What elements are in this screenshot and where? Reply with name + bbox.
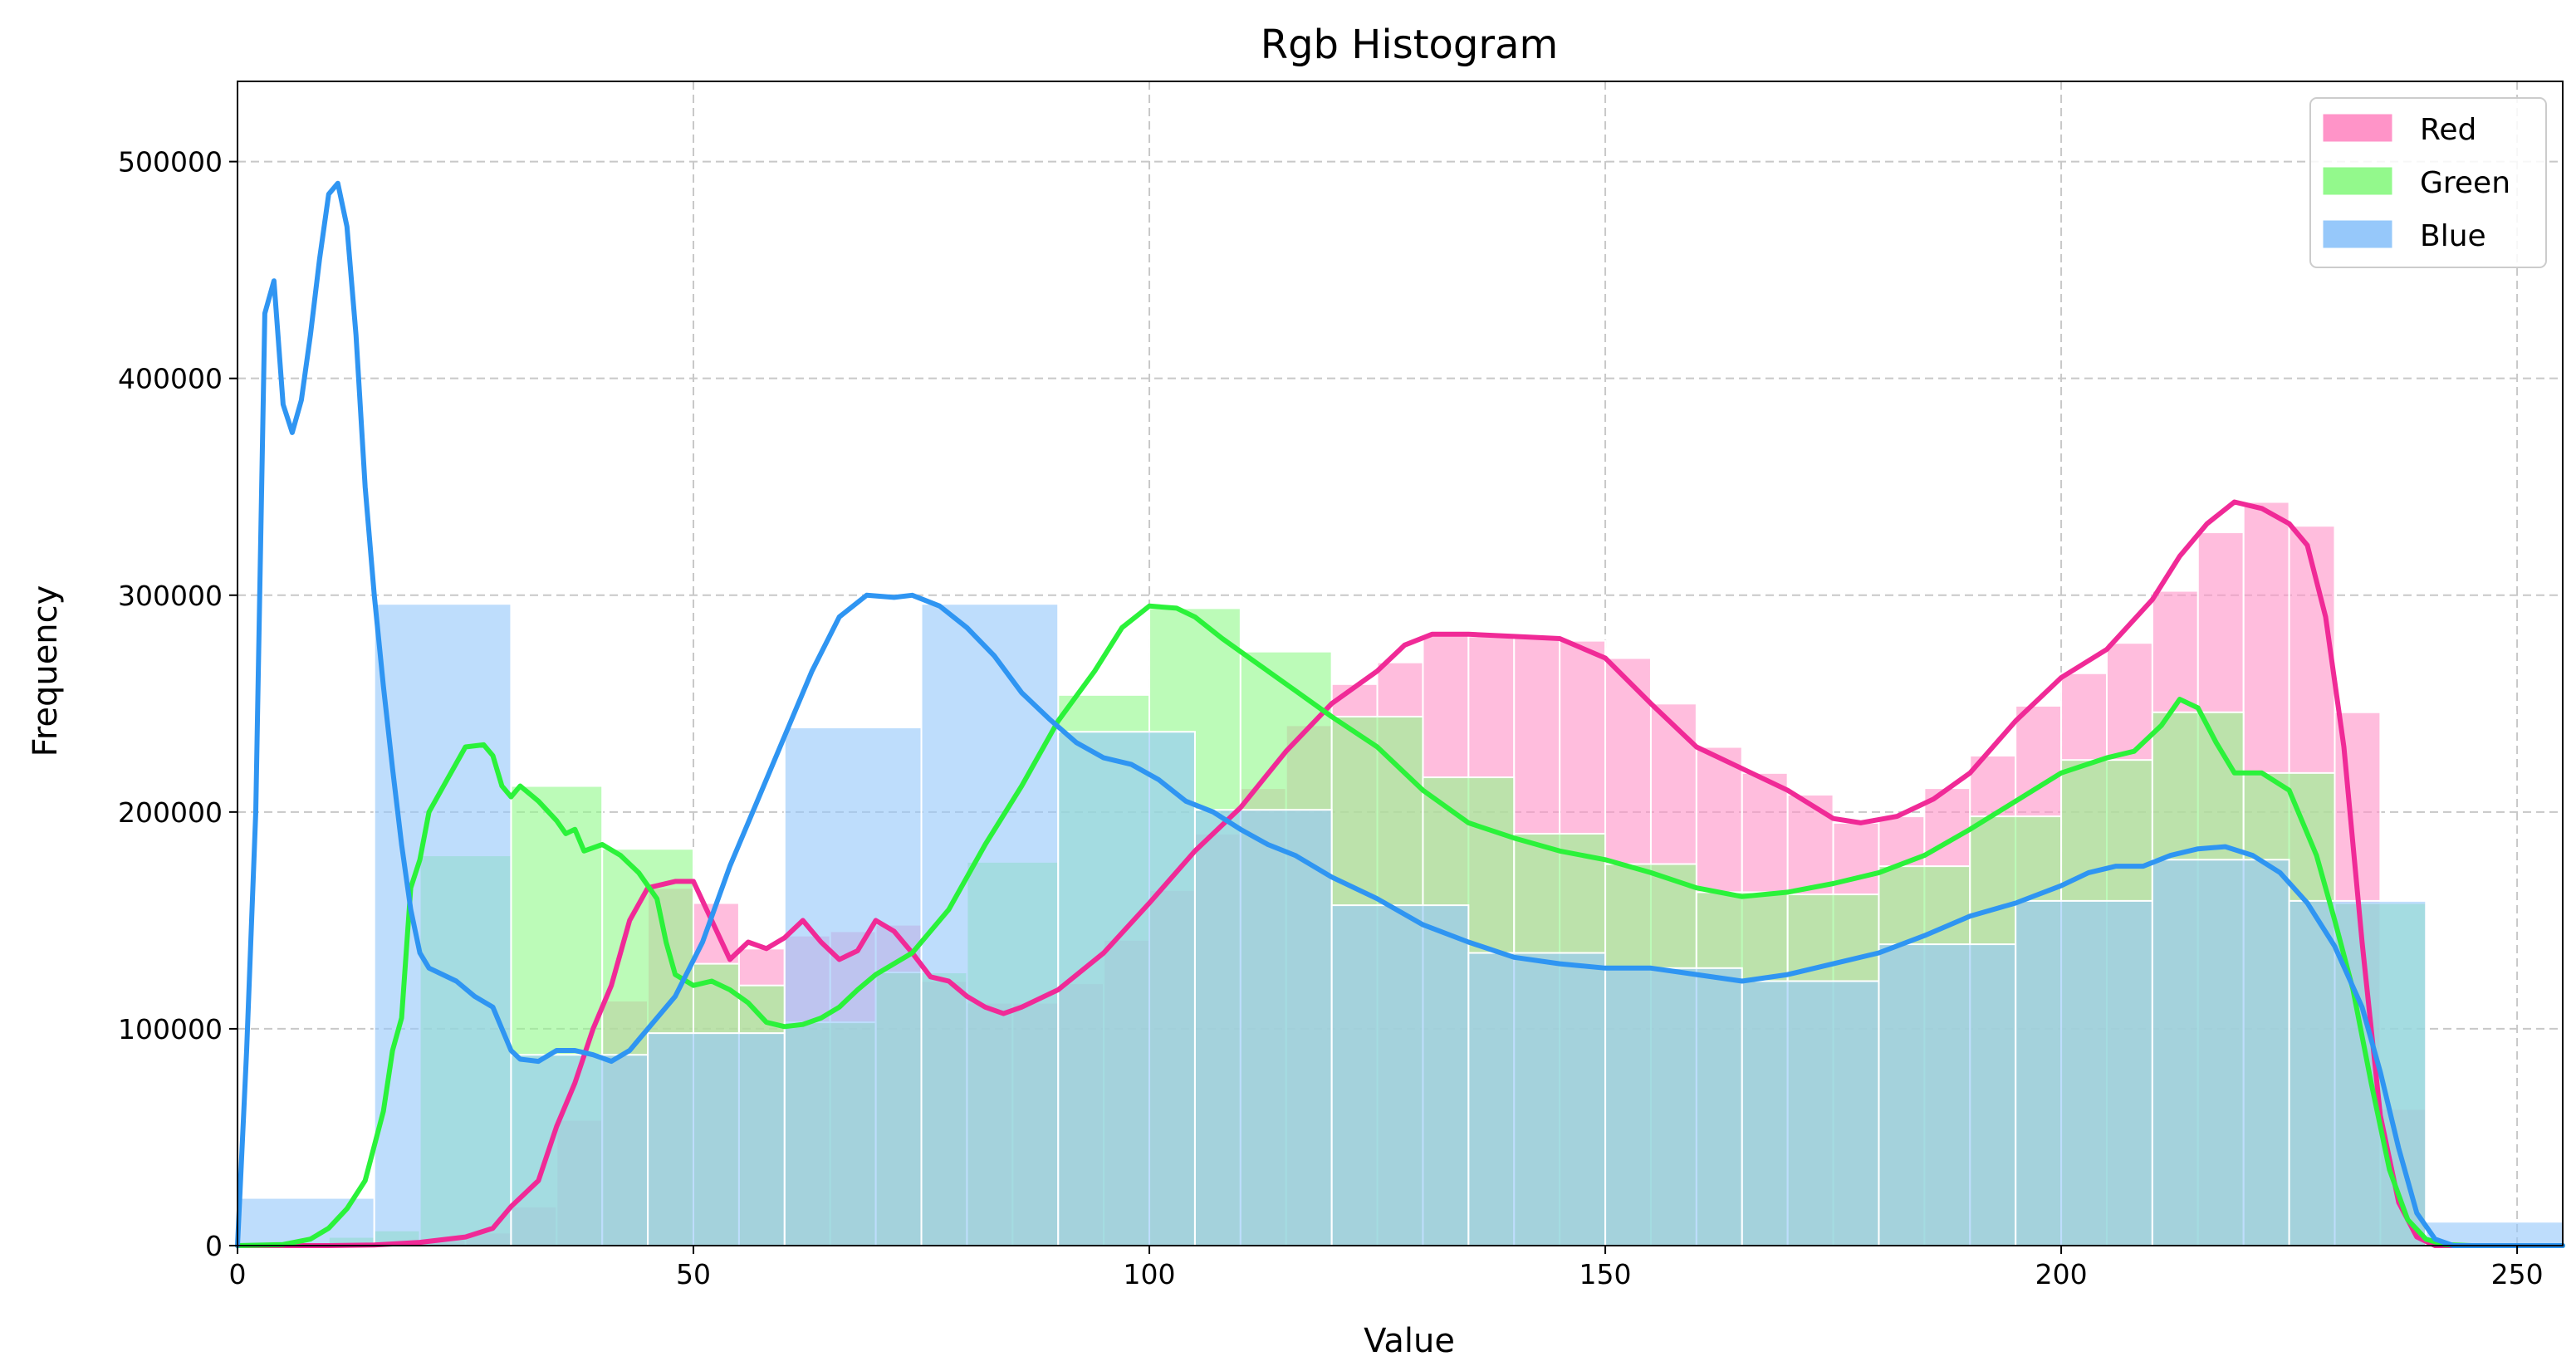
plot-frame [237, 81, 2564, 1246]
blue-bar [2288, 899, 2427, 1246]
x-axis-ticks: 0 50 100 150 200 250 [229, 1246, 2544, 1290]
x-tick-label: 100 [1124, 1258, 1176, 1290]
blue-bar [1741, 980, 1880, 1246]
blue-bar [647, 1032, 786, 1246]
green-density-line [235, 603, 2565, 1248]
y-tick-label: 200000 [118, 796, 223, 829]
blue-bar [373, 603, 512, 1246]
blue-bar [510, 1054, 649, 1246]
legend-swatch-red [2323, 114, 2392, 142]
blue-bar [1330, 904, 1470, 1246]
legend: Red Green Blue [2309, 97, 2547, 268]
blue-bar [2015, 899, 2153, 1246]
chart-title: Rgb Histogram [1261, 22, 1559, 68]
blue-bar [920, 603, 1060, 1246]
y-tick-label: 300000 [118, 580, 223, 612]
blue-bar [1604, 967, 1743, 1246]
legend-label-green: Green [2420, 166, 2510, 200]
blue-bar [783, 727, 923, 1246]
x-tick-label: 200 [2035, 1258, 2088, 1290]
blue-bars [237, 603, 2564, 1247]
y-axis-label: Frequency [27, 585, 65, 757]
x-axis-label: Value [1364, 1322, 1455, 1360]
legend-label-blue: Blue [2420, 219, 2486, 253]
x-tick-label: 250 [2491, 1258, 2544, 1290]
blue-bar [1878, 943, 2017, 1247]
legend-label-red: Red [2420, 113, 2476, 147]
blue-bar [1057, 731, 1196, 1246]
histogram-bars [237, 501, 2564, 1247]
y-tick-label: 0 [205, 1230, 223, 1262]
blue-bar [1467, 952, 1607, 1246]
y-axis-ticks: 0 100000 200000 300000 400000 500000 [118, 146, 238, 1262]
blue-bar [2151, 859, 2290, 1246]
blue-bar [1193, 809, 1333, 1246]
legend-swatch-blue [2323, 220, 2392, 248]
legend-swatch-green [2323, 167, 2392, 195]
x-tick-label: 50 [676, 1258, 711, 1290]
density-lines [235, 180, 2565, 1248]
y-tick-label: 400000 [118, 363, 223, 395]
blue-density-line [235, 180, 2565, 1248]
y-tick-label: 500000 [118, 146, 223, 179]
x-tick-label: 150 [1579, 1258, 1632, 1290]
red-density-line [235, 499, 2565, 1248]
x-tick-label: 0 [229, 1258, 247, 1290]
y-tick-label: 100000 [118, 1013, 223, 1045]
